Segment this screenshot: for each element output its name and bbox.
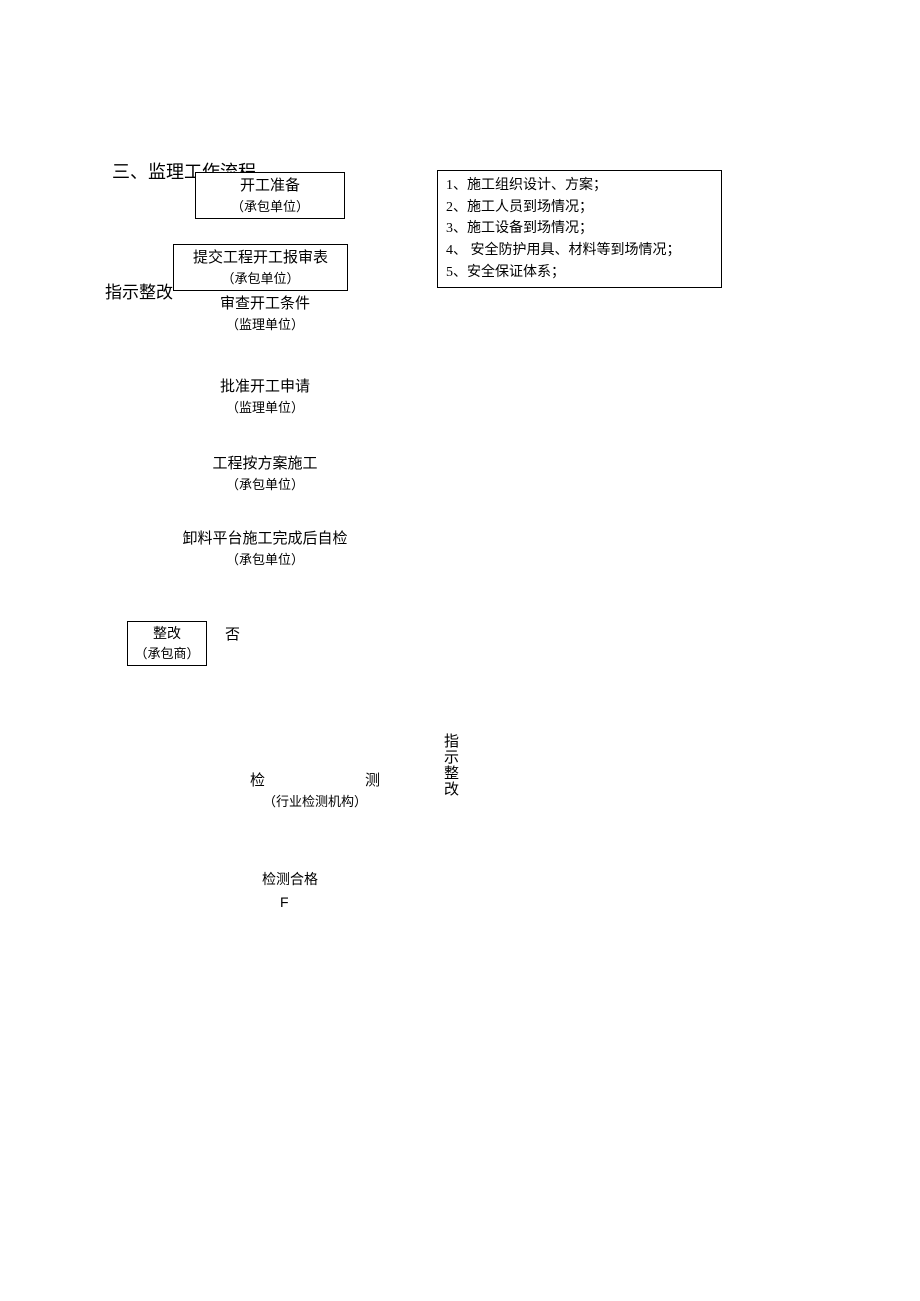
node-sub: （承包商）: [128, 645, 206, 663]
side-label-rectify: 指示整改: [105, 278, 173, 303]
title-left: 检: [250, 770, 265, 793]
vertical-label-rectify: 指示整改: [440, 733, 461, 799]
flow-node-submit-form: 提交工程开工报审表 （承包单位）: [173, 244, 348, 291]
flow-node-review: 审查开工条件 （监理单位）: [175, 293, 355, 334]
node-sub: （承包单位）: [175, 476, 355, 494]
flow-node-rectify: 整改 （承包商）: [127, 621, 207, 666]
node-title: 检测合格: [262, 870, 362, 891]
title-right: 测: [365, 770, 380, 793]
node-sub: （承包单位）: [160, 551, 370, 569]
checklist-item: 4、 安全防护用具、材料等到场情况；: [446, 240, 713, 262]
checklist-item: 3、施工设备到场情况；: [446, 218, 713, 240]
flow-node-pass: 检测合格: [262, 870, 362, 891]
checklist-box: 1、施工组织设计、方案； 2、施工人员到场情况； 3、施工设备到场情况； 4、 …: [437, 170, 722, 288]
node-title: 审查开工条件: [175, 293, 355, 316]
node-sub: （承包单位）: [196, 198, 344, 216]
node-title: 批准开工申请: [175, 376, 355, 399]
f-marker: F: [280, 894, 289, 910]
flow-node-selfcheck: 卸料平台施工完成后自检 （承包单位）: [160, 528, 370, 569]
flow-node-approve: 批准开工申请 （监理单位）: [175, 376, 355, 417]
flow-node-construct: 工程按方案施工 （承包单位）: [175, 453, 355, 494]
node-sub: （承包单位）: [174, 270, 347, 288]
node-title-spaced: 检 测: [250, 770, 380, 793]
node-title: 整改: [128, 624, 206, 645]
node-sub: （行业检测机构）: [250, 793, 380, 811]
node-title: 开工准备: [196, 175, 344, 198]
node-sub: （监理单位）: [175, 316, 355, 334]
checklist-item: 5、安全保证体系；: [446, 262, 713, 284]
checklist-item: 1、施工组织设计、方案；: [446, 175, 713, 197]
flow-node-inspect: 检 测 （行业检测机构）: [250, 770, 380, 811]
checklist-item: 2、施工人员到场情况；: [446, 197, 713, 219]
node-title: 提交工程开工报审表: [174, 247, 347, 270]
node-title: 工程按方案施工: [175, 453, 355, 476]
node-sub: （监理单位）: [175, 399, 355, 417]
node-title: 卸料平台施工完成后自检: [160, 528, 370, 551]
flow-node-prepare: 开工准备 （承包单位）: [195, 172, 345, 219]
decision-no-label: 否: [225, 623, 240, 644]
